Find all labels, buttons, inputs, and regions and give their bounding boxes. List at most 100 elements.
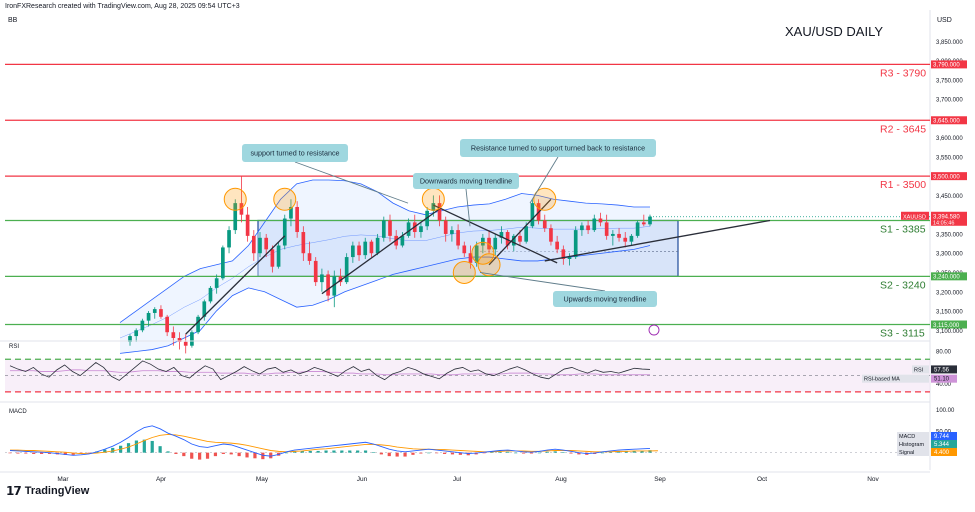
candle-body (573, 230, 578, 258)
bollinger-fill (120, 180, 650, 354)
candle-body (171, 332, 176, 338)
macd-histogram-bar (16, 452, 20, 454)
macd-histogram-bar (648, 450, 652, 453)
time-tick-label: Sep (654, 476, 666, 483)
macd-histogram-bar (213, 452, 218, 457)
candle-body (462, 245, 467, 254)
macd-histogram-bar (340, 450, 344, 453)
macd-histogram-bar (24, 452, 28, 454)
candle-body (233, 203, 238, 231)
candle-body (301, 232, 306, 254)
candle-body (542, 220, 547, 229)
candle-body (332, 276, 337, 296)
macd-histogram-bar (32, 452, 36, 454)
macd-histogram-bar (379, 452, 383, 455)
candle-body (177, 338, 182, 342)
rsi-badge-label: RSI (914, 367, 924, 373)
candle-body (326, 274, 330, 296)
candle-body (580, 225, 584, 231)
macd-histogram-bar (498, 451, 502, 453)
candle-body (549, 228, 553, 242)
rsi-tick-label: 40.00 (936, 382, 952, 388)
macd-histogram-bar (245, 452, 249, 458)
level-price-tag (931, 116, 967, 125)
macd-histogram-bar (300, 450, 304, 453)
macd-badge-label-box (897, 432, 929, 440)
rsi-badge-value-box (931, 374, 957, 383)
macd-histogram-bar (103, 449, 107, 453)
candle-body (505, 232, 510, 246)
level-label: R2 - 3645 (880, 123, 926, 135)
candle-body (202, 301, 207, 317)
macd-line (9, 425, 651, 457)
price-tick-label: 3,100.000 (936, 329, 963, 335)
candle-body (437, 203, 442, 221)
macd-histogram-bar (221, 452, 225, 454)
level-price-tag-text: 3,115.000 (933, 323, 960, 329)
candle-body (524, 226, 529, 242)
macd-histogram-bar (427, 452, 431, 454)
level-price-tag (931, 272, 967, 281)
callout-text: support turned to resistance (250, 149, 339, 158)
macd-histogram-bar (521, 452, 526, 454)
macd-histogram-bar (458, 452, 462, 455)
candle-body (159, 309, 163, 317)
callout-text: Resistance turned to support turned back… (471, 144, 645, 153)
touch-circle (471, 241, 495, 265)
indicator-label: BB (8, 17, 18, 24)
macd-histogram-bar (229, 452, 233, 455)
macd-histogram-bar (261, 452, 265, 460)
candle-body (450, 230, 454, 234)
candle-body (592, 218, 597, 231)
macd-histogram-bar (150, 440, 154, 453)
candle-body (320, 274, 324, 283)
macd-histogram-bar (395, 452, 399, 457)
candle-body (598, 218, 603, 223)
candle-body (561, 249, 566, 259)
macd-histogram-bar (332, 450, 336, 453)
candle-body (586, 225, 590, 231)
candle-body (375, 237, 380, 254)
touch-circle (452, 260, 476, 284)
tradingview-logo: 𝟭𝟳 TradingView (6, 484, 89, 498)
macd-histogram-bar (324, 450, 328, 453)
macd-histogram-bar (506, 451, 510, 453)
level-price-tag-text: 3,500.000 (933, 174, 960, 180)
macd-histogram-bar (363, 450, 368, 453)
macd-histogram-bar (126, 443, 131, 453)
macd-histogram-bar (111, 447, 115, 453)
level-label: R3 - 3790 (880, 67, 926, 79)
macd-histogram-bar (198, 452, 202, 460)
candle-body (443, 220, 448, 234)
macd-histogram-bar (142, 439, 146, 453)
callout-text: Downwards moving trendline (420, 177, 512, 186)
tradingview-logo-icon: 𝟭𝟳 (6, 484, 22, 498)
candle-body (313, 260, 318, 283)
candle-body (518, 235, 522, 242)
macd-histogram-bar (71, 452, 75, 455)
rsi-badge-value-box (931, 365, 957, 374)
macd-histogram-bar (616, 451, 620, 453)
last-price-symbol-tag (901, 211, 929, 220)
candle-body (351, 245, 355, 258)
candle-body (357, 245, 361, 256)
candle-body (629, 235, 634, 242)
candle-body (190, 332, 194, 346)
level-price-tag-text: 3,790.000 (933, 63, 960, 69)
macd-badge-value: 4.400 (934, 450, 950, 456)
last-price-countdown: 14:05:46 (933, 220, 954, 226)
macd-histogram-bar (190, 452, 194, 459)
trendline-up-4 (488, 198, 552, 266)
candle-body (183, 341, 188, 346)
trendline-up-3 (544, 219, 771, 262)
level-price-tag-text: 3,240.000 (933, 275, 960, 281)
level-label: S2 - 3240 (880, 279, 926, 291)
price-tick-label: 3,550.000 (936, 155, 963, 161)
macd-histogram-bar (514, 452, 518, 454)
macd-histogram-bar (253, 452, 257, 459)
touch-circle (533, 187, 557, 211)
candle-body (363, 241, 368, 256)
rsi-tick-label: 80.00 (936, 350, 952, 356)
time-tick-label: Aug (555, 476, 567, 483)
